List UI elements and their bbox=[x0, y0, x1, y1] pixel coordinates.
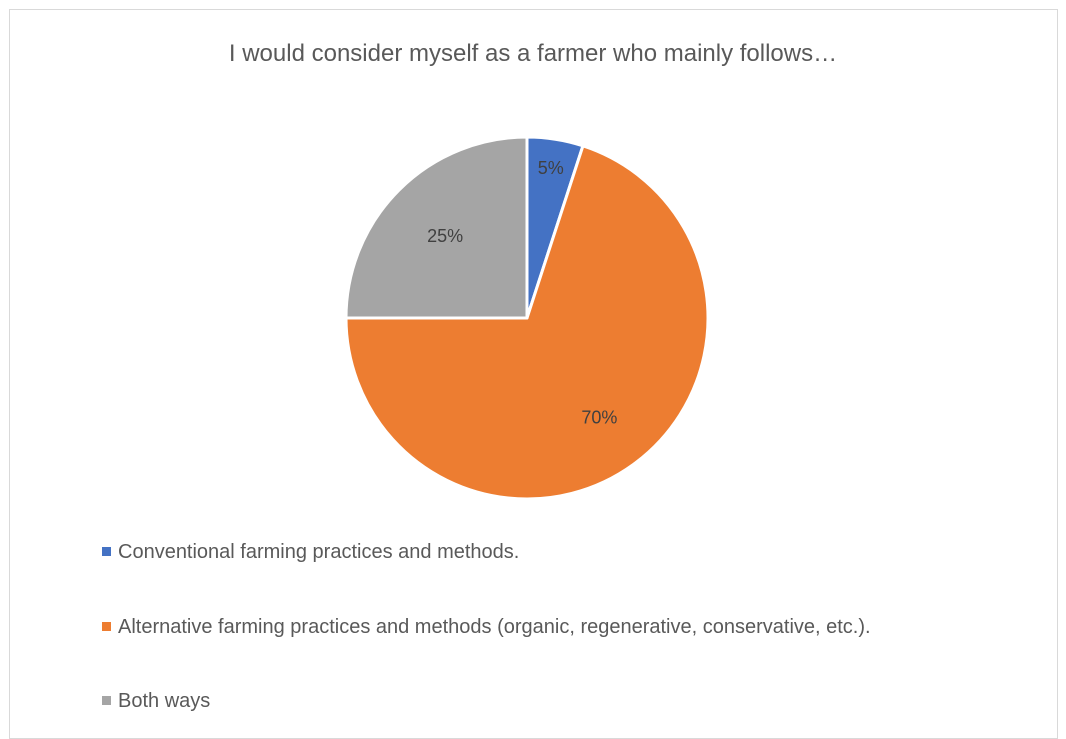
legend-item-both: Both ways bbox=[102, 689, 210, 713]
legend-swatch-alternative bbox=[102, 622, 111, 631]
data-label-conventional: 5% bbox=[538, 158, 564, 178]
chart-title: I would consider myself as a farmer who … bbox=[228, 40, 838, 67]
legend-label-conventional: Conventional farming practices and metho… bbox=[118, 541, 520, 563]
pie-slice-both bbox=[344, 135, 529, 320]
legend-swatch-both bbox=[102, 696, 111, 705]
legend-swatch-conventional bbox=[102, 547, 111, 556]
legend-label-both: Both ways bbox=[118, 690, 211, 712]
data-label-alternative: 70% bbox=[581, 408, 617, 428]
data-label-both: 25% bbox=[427, 226, 463, 246]
pie-slice-alternative bbox=[344, 144, 710, 501]
legend-item-alternative: Alternative farming practices and method… bbox=[102, 615, 871, 639]
legend-label-alternative: Alternative farming practices and method… bbox=[118, 616, 871, 638]
legend-item-conventional: Conventional farming practices and metho… bbox=[102, 540, 519, 564]
